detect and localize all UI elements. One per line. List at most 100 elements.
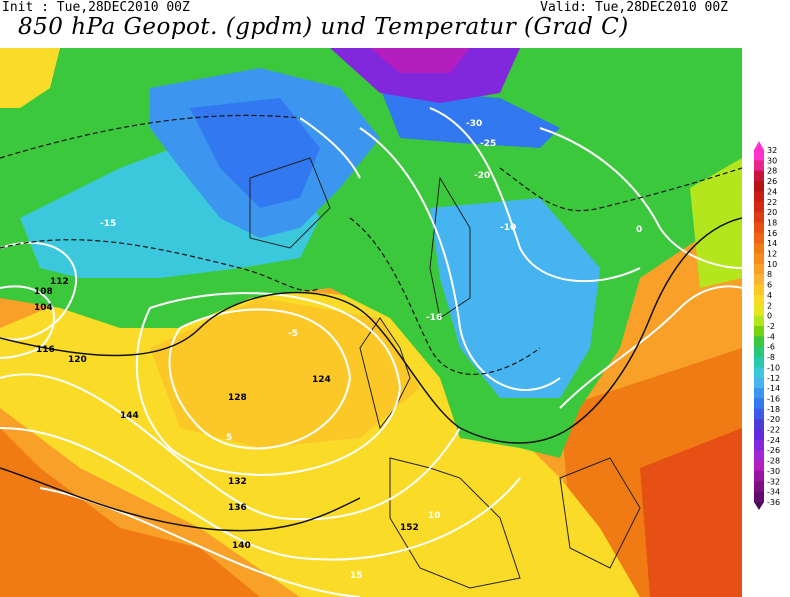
legend-swatch: [754, 284, 764, 296]
legend-swatch: [754, 170, 764, 182]
label-15: 15: [350, 571, 363, 581]
legend-swatch: [754, 357, 764, 368]
legend-tick-label: -26: [767, 446, 780, 455]
coastlines: [249, 157, 641, 589]
contour-152: [559, 285, 742, 409]
label-0: 0: [636, 225, 642, 235]
contour-low-inner: [0, 285, 56, 359]
label-minus10: -10: [500, 223, 516, 233]
legend-tick-label: -22: [767, 426, 780, 435]
legend-tick-label: -6: [767, 343, 775, 352]
legend-tick-label: 26: [767, 177, 777, 186]
deep-blue-greenland: [190, 98, 320, 208]
legend-tick-label: -24: [767, 436, 780, 445]
hot-sector-east: [640, 428, 742, 597]
legend-tick-label: -14: [767, 384, 780, 393]
legend-swatch: [754, 294, 764, 306]
label-120: 120: [68, 355, 87, 365]
contour-high-2: [135, 292, 402, 476]
label-5: 5: [226, 433, 232, 443]
legend-tick-label: -4: [767, 332, 775, 341]
cyan-east-europe: [430, 198, 600, 398]
legend-swatch: [754, 243, 764, 255]
label-140: 140: [232, 541, 251, 551]
legend-tick-label: 8: [767, 270, 772, 279]
legend-swatch: [754, 212, 764, 223]
coast-british-isles: [359, 317, 411, 430]
legend-tick-label: 12: [767, 250, 777, 259]
legend-tick-label: 22: [767, 198, 777, 207]
legend-arrow-up: [754, 141, 764, 150]
label-minus15: -15: [100, 219, 116, 229]
legend-tick-label: -28: [767, 457, 780, 466]
legend-arrow-down: [754, 502, 764, 510]
legend-tick-label: -8: [767, 353, 775, 362]
contour-148-north: [539, 127, 742, 269]
legend-swatch: [754, 305, 764, 317]
legend-tick-label: 30: [767, 156, 777, 165]
legend-swatch: [754, 439, 764, 451]
legend-swatch: [754, 388, 764, 399]
legend-tick-label: -2: [767, 322, 775, 331]
isotherm-minus10-east: [499, 167, 742, 212]
legend-swatch: [754, 150, 764, 161]
label-132: 132: [228, 477, 247, 487]
legend-swatch: [754, 377, 764, 389]
geopotential-contours: [0, 107, 742, 597]
legend-swatch: [754, 201, 764, 213]
init-time-label: Init : Tue,28DEC2010 00Z: [2, 0, 190, 15]
legend-swatch: [754, 160, 764, 172]
coast-italy-balkans: [559, 457, 641, 569]
temperature-contours: [0, 114, 742, 375]
legend-swatch: [754, 367, 764, 379]
legend-swatch: [754, 315, 764, 327]
contour-labels: 104 108 112 116 120 124 128 132 136 140 …: [34, 119, 642, 581]
legend-tick-label: 0: [767, 312, 772, 321]
label-136: 136: [228, 503, 247, 513]
label-minus5: -5: [288, 329, 298, 339]
label-124: 124: [312, 375, 331, 385]
valid-time-label: Valid: Tue,28DEC2010 00Z: [540, 0, 728, 15]
contour-136: [359, 127, 561, 391]
legend-swatch: [754, 460, 764, 472]
legend-swatch: [754, 429, 764, 441]
contour-140: [0, 373, 461, 521]
label-minus30: -30: [466, 119, 482, 129]
legend-tick-label: 32: [767, 146, 777, 155]
yellow-green-east: [690, 158, 742, 288]
legend-swatch: [754, 253, 764, 265]
label-minus25: -25: [480, 139, 496, 149]
contour-132-north: [299, 117, 361, 179]
contour-144-north: [429, 107, 641, 283]
legend-tick-label: 28: [767, 167, 777, 176]
legend-tick-label: -36: [767, 498, 780, 507]
label-152: 152: [400, 523, 419, 533]
isotherm-minus10: [0, 114, 301, 159]
legend-swatch: [754, 263, 764, 275]
color-legend: 32302826242220181614121086420-2-4-6-8-10…: [754, 141, 780, 510]
legend-swatch: [754, 274, 764, 286]
legend-swatch: [754, 450, 764, 462]
legend-swatch: [754, 222, 764, 234]
legend-swatch: [754, 326, 764, 337]
coast-iberia: [389, 457, 521, 589]
zero-isotherm: [0, 217, 742, 532]
label-minus20: -20: [474, 171, 490, 181]
isotherm-5: [0, 467, 361, 532]
legend-tick-label: 18: [767, 218, 777, 227]
label-104: 104: [34, 303, 53, 313]
legend-swatch: [754, 419, 764, 431]
legend-tick-label: -18: [767, 405, 780, 414]
legend-tick-label: -20: [767, 415, 780, 424]
label-108: 108: [34, 287, 53, 297]
contour-high-1: [168, 308, 352, 450]
legend-swatch: [754, 336, 764, 348]
label-10: 10: [428, 511, 441, 521]
legend-tick-label: -12: [767, 374, 780, 383]
legend-swatch: [754, 408, 764, 420]
legend-swatch: [754, 481, 764, 493]
isotherm-minus5: [0, 239, 321, 292]
legend-swatch: [754, 191, 764, 203]
legend-tick-label: 24: [767, 187, 777, 196]
label-144: 144: [120, 411, 139, 421]
